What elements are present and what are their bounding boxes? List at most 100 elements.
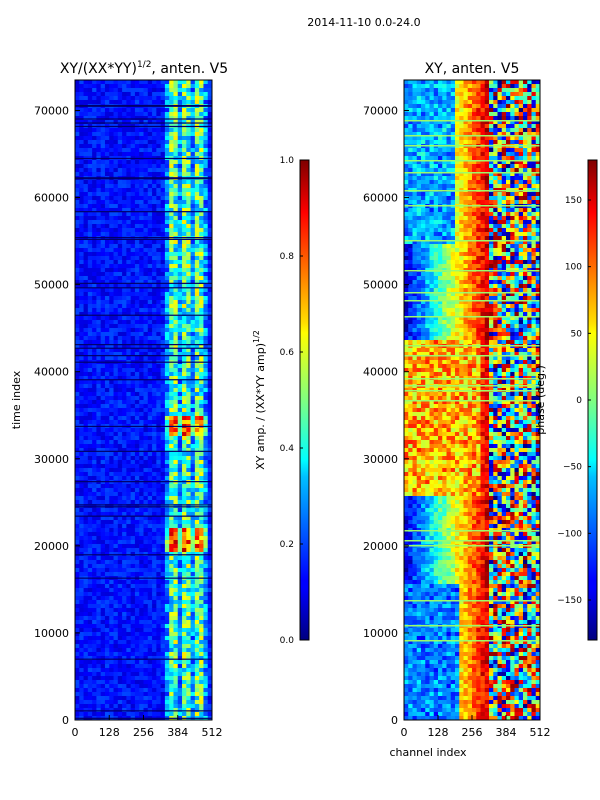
amplitude-heatmap-cell (194, 276, 200, 281)
amplitude-heatmap-cell (203, 444, 209, 449)
amplitude-heatmap-cell (207, 436, 213, 441)
amplitude-heatmap-cell (169, 524, 174, 529)
amplitude-heatmap-cell (177, 696, 183, 701)
amplitude-heatmap-cell (104, 664, 110, 669)
amplitude-heatmap-cell (173, 208, 179, 213)
amplitude-heatmap-cell (152, 388, 157, 393)
amplitude-heatmap-cell (104, 272, 110, 277)
amplitude-heatmap-cell (147, 432, 153, 437)
amplitude-heatmap-cell (173, 452, 179, 457)
amplitude-heatmap-cell (152, 680, 157, 685)
amplitude-heatmap-cell (199, 628, 204, 633)
amplitude-heatmap-cell (207, 564, 213, 569)
amplitude-heatmap-cell (156, 396, 162, 401)
amplitude-heatmap-cell (207, 496, 213, 501)
amplitude-heatmap-cell (104, 516, 110, 521)
amplitude-heatmap-cell (122, 384, 127, 389)
amplitude-heatmap-cell (122, 344, 127, 349)
amplitude-heatmap-cell (207, 272, 213, 277)
amplitude-heatmap-cell (109, 612, 115, 617)
amplitude-heatmap-cell (122, 148, 127, 153)
amplitude-heatmap-cell (126, 116, 132, 121)
amplitude-heatmap-cell (130, 652, 136, 657)
amplitude-heatmap-cell (156, 208, 162, 213)
amplitude-heatmap-cell (87, 540, 93, 545)
amplitude-heatmap-cell (139, 84, 144, 89)
amplitude-heatmap-cell (109, 196, 115, 201)
amplitude-heatmap-cell (182, 620, 187, 625)
amplitude-heatmap-cell (156, 264, 162, 269)
amplitude-heatmap-cell (203, 640, 209, 645)
amplitude-heatmap-cell (122, 684, 127, 689)
amplitude-heatmap-cell (207, 476, 213, 481)
amplitude-heatmap-cell (190, 224, 196, 229)
amplitude-heatmap-cell (169, 80, 174, 85)
amplitude-heatmap-cell (203, 392, 209, 397)
amplitude-heatmap-cell (194, 636, 200, 641)
amplitude-heatmap-cell (199, 88, 204, 93)
amplitude-heatmap-cell (100, 640, 106, 645)
amplitude-heatmap-cell (109, 632, 115, 637)
amplitude-heatmap-cell (109, 564, 115, 569)
amplitude-heatmap-cell (100, 276, 106, 281)
amplitude-heatmap-cell (113, 448, 119, 453)
amplitude-heatmap-cell (177, 148, 183, 153)
amplitude-heatmap-cell (122, 204, 127, 209)
amplitude-heatmap-cell (169, 244, 174, 249)
amplitude-heatmap-cell (156, 464, 162, 469)
amplitude-heatmap-cell (134, 248, 140, 253)
amplitude-heatmap-cell (134, 116, 140, 121)
amplitude-heatmap-cell (104, 196, 110, 201)
amplitude-heatmap-cell (152, 688, 157, 693)
amplitude-heatmap-cell (160, 696, 166, 701)
amplitude-heatmap-cell (152, 220, 157, 225)
amplitude-heatmap-cell (190, 196, 196, 201)
amplitude-heatmap-cell (199, 108, 204, 113)
amplitude-heatmap-cell (117, 288, 123, 293)
amplitude-heatmap-cell (117, 228, 123, 233)
amplitude-heatmap-cell (152, 272, 157, 277)
amplitude-heatmap-cell (160, 260, 166, 265)
amplitude-heatmap-cell (104, 652, 110, 657)
amplitude-heatmap-cell (79, 652, 85, 657)
amplitude-heatmap-cell (147, 164, 153, 169)
amplitude-heatmap-cell (186, 236, 192, 241)
amplitude-heatmap-cell (109, 292, 115, 297)
amplitude-heatmap-cell (83, 604, 89, 609)
amplitude-heatmap-cell (182, 204, 187, 209)
amplitude-heatmap-cell (109, 136, 115, 141)
amplitude-heatmap-cell (186, 620, 192, 625)
amplitude-heatmap-cell (147, 200, 153, 205)
amplitude-heatmap-cell (126, 324, 132, 329)
amplitude-heatmap-cell (156, 308, 162, 313)
amplitude-heatmap-cell (173, 680, 179, 685)
amplitude-heatmap-cell (199, 164, 204, 169)
amplitude-heatmap-cell (113, 636, 119, 641)
amplitude-heatmap-cell (152, 700, 157, 705)
amplitude-heatmap-cell (104, 684, 110, 689)
amplitude-heatmap-cell (203, 396, 209, 401)
amplitude-heatmap-cell (100, 496, 106, 501)
amplitude-heatmap-cell (147, 380, 153, 385)
amplitude-heatmap-cell (173, 268, 179, 273)
amplitude-heatmap-cell (164, 692, 170, 697)
amplitude-heatmap-cell (113, 340, 119, 345)
amplitude-heatmap-cell (164, 396, 170, 401)
amplitude-heatmap-cell (147, 252, 153, 257)
amplitude-heatmap-cell (92, 448, 97, 453)
amplitude-heatmap-cell (92, 184, 97, 189)
amplitude-heatmap-cell (203, 596, 209, 601)
amplitude-heatmap-cell (92, 564, 97, 569)
amplitude-heatmap-cell (160, 492, 166, 497)
amplitude-heatmap-cell (177, 368, 183, 373)
amplitude-heatmap-cell (87, 640, 93, 645)
amplitude-heatmap-cell (75, 248, 80, 253)
amplitude-heatmap-cell (100, 88, 106, 93)
amplitude-heatmap-cell (113, 412, 119, 417)
amplitude-heatmap-cell (122, 220, 127, 225)
amplitude-heatmap-cell (147, 308, 153, 313)
amplitude-heatmap-cell (160, 556, 166, 561)
amplitude-heatmap-cell (104, 352, 110, 357)
amplitude-heatmap-cell (156, 296, 162, 301)
amplitude-heatmap-cell (104, 392, 110, 397)
